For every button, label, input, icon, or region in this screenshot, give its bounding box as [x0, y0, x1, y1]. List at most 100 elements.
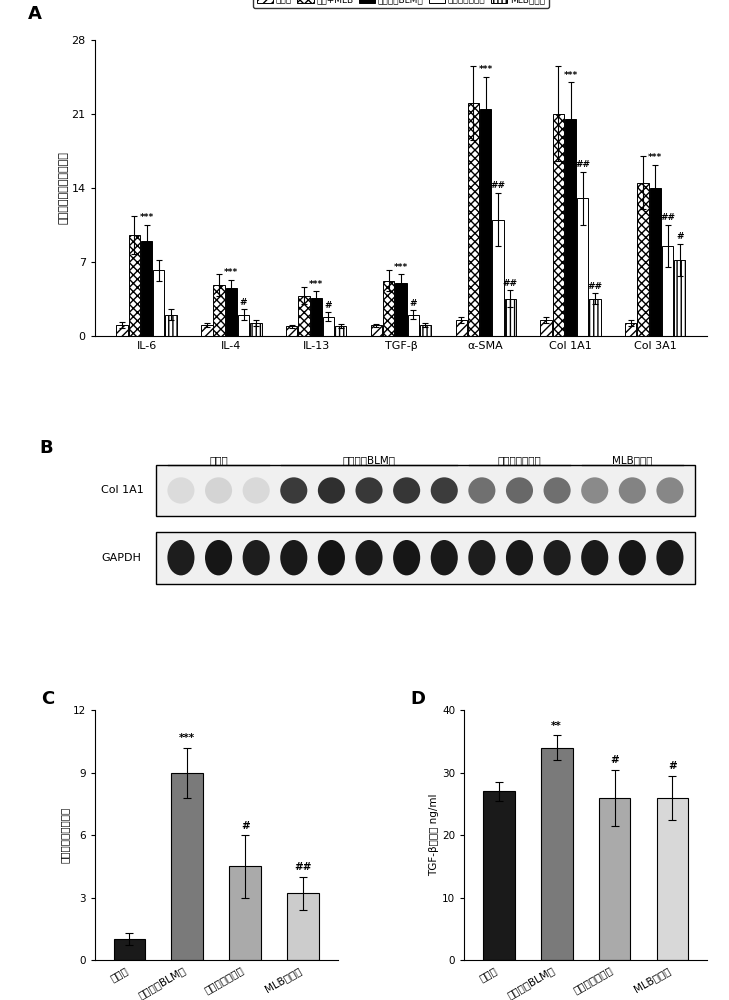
- Ellipse shape: [619, 540, 646, 575]
- Legend: 对照组, 对照+MLB, 模型组（BLM）, 呆非尼颐治疗组, MLB治疗组: 对照组, 对照+MLB, 模型组（BLM）, 呆非尼颐治疗组, MLB治疗组: [253, 0, 549, 8]
- Ellipse shape: [356, 540, 383, 575]
- Text: ##: ##: [575, 160, 590, 169]
- Bar: [480, 109, 491, 336]
- Ellipse shape: [544, 540, 571, 575]
- Bar: [114, 939, 145, 960]
- Bar: [153, 270, 165, 336]
- Bar: [674, 260, 685, 336]
- Text: MLB治疗组: MLB治疗组: [612, 455, 652, 465]
- Bar: [141, 241, 152, 336]
- Bar: [650, 188, 661, 336]
- Text: #: #: [410, 299, 417, 308]
- Ellipse shape: [280, 477, 308, 504]
- Text: D: D: [410, 690, 426, 708]
- Ellipse shape: [544, 477, 571, 504]
- Bar: [589, 299, 601, 336]
- Bar: [492, 220, 504, 336]
- Text: ***: ***: [564, 71, 577, 80]
- Text: 模型组（BLM）: 模型组（BLM）: [343, 455, 396, 465]
- Bar: [468, 103, 479, 336]
- Y-axis label: 各组基因的相对表达变化: 各组基因的相对表达变化: [59, 151, 69, 224]
- Bar: [408, 315, 419, 336]
- Ellipse shape: [393, 540, 420, 575]
- Y-axis label: TGF-β的含量 ng/ml: TGF-β的含量 ng/ml: [429, 794, 439, 876]
- Ellipse shape: [506, 540, 533, 575]
- Bar: [230, 866, 261, 960]
- Bar: [662, 246, 673, 336]
- Text: #: #: [668, 761, 677, 771]
- Bar: [298, 296, 310, 336]
- Text: #: #: [241, 821, 249, 831]
- Ellipse shape: [318, 540, 345, 575]
- Text: **: **: [551, 721, 562, 731]
- Bar: [625, 323, 636, 336]
- Ellipse shape: [318, 477, 345, 504]
- Bar: [117, 325, 128, 336]
- Text: #: #: [610, 755, 619, 765]
- Bar: [171, 773, 203, 960]
- Ellipse shape: [205, 540, 232, 575]
- Bar: [383, 281, 394, 336]
- Text: #: #: [324, 301, 332, 310]
- Ellipse shape: [506, 477, 533, 504]
- Ellipse shape: [356, 477, 383, 504]
- Text: ***: ***: [648, 153, 663, 162]
- Ellipse shape: [431, 477, 458, 504]
- Bar: [201, 325, 213, 336]
- Ellipse shape: [619, 477, 646, 504]
- Ellipse shape: [168, 540, 195, 575]
- Ellipse shape: [168, 477, 195, 504]
- Bar: [129, 235, 140, 336]
- Bar: [287, 893, 319, 960]
- Text: #: #: [240, 298, 247, 307]
- Bar: [286, 326, 297, 336]
- Bar: [657, 798, 688, 960]
- Text: ***: ***: [139, 213, 154, 222]
- Bar: [156, 532, 695, 584]
- Text: 对照组: 对照组: [209, 455, 228, 465]
- Ellipse shape: [431, 540, 458, 575]
- Bar: [483, 791, 515, 960]
- Bar: [420, 325, 431, 336]
- Text: ***: ***: [394, 263, 408, 272]
- Text: ##: ##: [660, 213, 675, 222]
- Bar: [599, 798, 631, 960]
- Text: #: #: [676, 232, 684, 241]
- Bar: [165, 315, 176, 336]
- Ellipse shape: [468, 540, 496, 575]
- Text: ***: ***: [479, 65, 493, 74]
- Text: ##: ##: [503, 279, 518, 288]
- Bar: [504, 299, 516, 336]
- Ellipse shape: [468, 477, 496, 504]
- Text: C: C: [42, 690, 55, 708]
- Text: ***: ***: [309, 280, 323, 289]
- Text: Col 1A1: Col 1A1: [101, 485, 144, 495]
- Ellipse shape: [393, 477, 420, 504]
- Ellipse shape: [656, 477, 684, 504]
- Bar: [637, 183, 649, 336]
- Ellipse shape: [205, 477, 232, 504]
- Ellipse shape: [243, 477, 270, 504]
- Text: ##: ##: [588, 282, 603, 291]
- Bar: [577, 198, 588, 336]
- Text: 呆非尼颐治疗组: 呆非尼颐治疗组: [498, 455, 542, 465]
- Bar: [565, 119, 576, 336]
- Ellipse shape: [243, 540, 270, 575]
- Ellipse shape: [581, 477, 608, 504]
- Bar: [226, 288, 237, 336]
- Text: GAPDH: GAPDH: [101, 553, 141, 563]
- Bar: [456, 320, 467, 336]
- Bar: [541, 748, 572, 960]
- Text: B: B: [39, 439, 53, 457]
- Y-axis label: 蛋白的相对表达水平: 蛋白的相对表达水平: [60, 807, 70, 863]
- Text: ##: ##: [491, 181, 505, 190]
- Bar: [250, 323, 262, 336]
- Bar: [540, 320, 552, 336]
- Text: ***: ***: [179, 733, 195, 743]
- Bar: [323, 317, 334, 336]
- Ellipse shape: [280, 540, 308, 575]
- Bar: [214, 285, 225, 336]
- Text: ##: ##: [295, 862, 312, 872]
- Ellipse shape: [581, 540, 608, 575]
- Ellipse shape: [656, 540, 684, 575]
